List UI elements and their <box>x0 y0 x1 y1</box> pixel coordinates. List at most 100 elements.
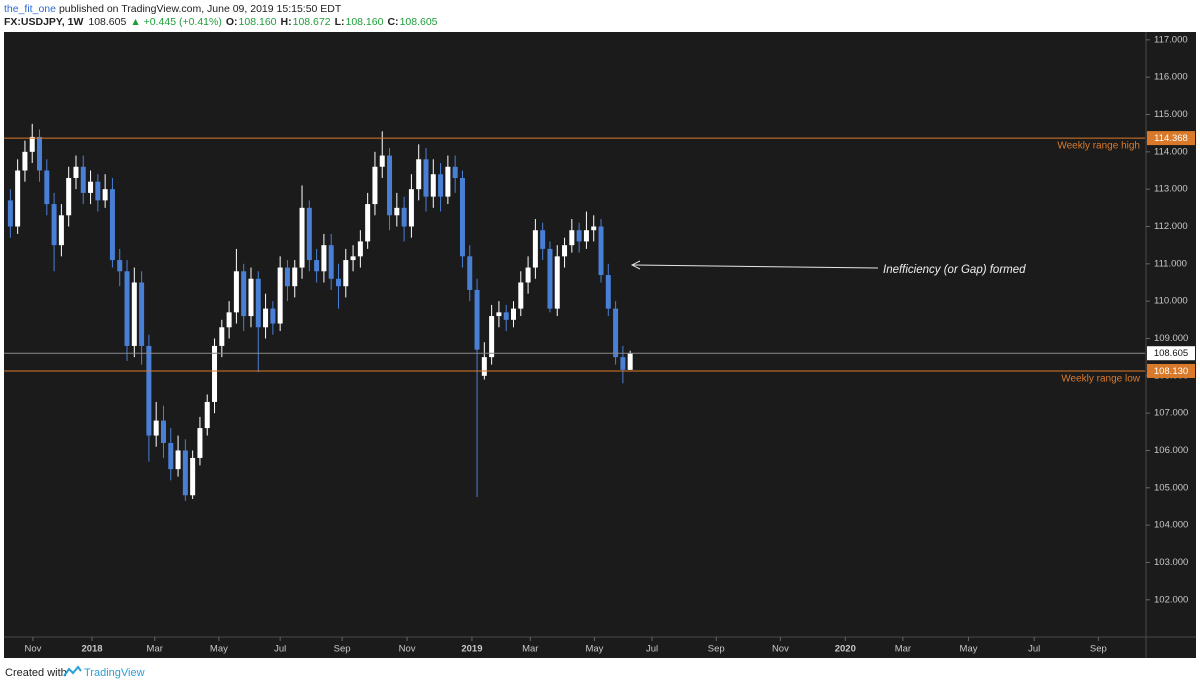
y-tick-label: 106.000 <box>1154 445 1188 456</box>
candle-body <box>350 256 356 261</box>
price-line-name: Weekly range low <box>1061 374 1141 385</box>
candle-body <box>343 260 349 287</box>
candle-body <box>124 271 130 346</box>
candle-body <box>175 450 181 470</box>
candle-body <box>357 241 363 257</box>
author[interactable]: the_fit_one <box>4 3 56 15</box>
y-tick-label: 110.000 <box>1154 296 1188 307</box>
x-tick-label: 2018 <box>81 644 102 655</box>
candle-body <box>44 170 50 205</box>
candle-body <box>233 271 239 313</box>
ohlc-label: L: <box>335 16 345 28</box>
candle-body <box>387 155 393 216</box>
candle-body <box>459 177 465 257</box>
candle-body <box>401 207 407 227</box>
published: published on TradingView.com, June 09, 2… <box>59 3 342 15</box>
candle-body <box>168 443 174 470</box>
candle-body <box>503 312 509 320</box>
candle-body <box>605 275 611 309</box>
candle-body <box>226 312 232 328</box>
candle-body <box>109 189 115 261</box>
candle-body <box>37 136 43 171</box>
footer-brand[interactable]: TradingView <box>84 667 145 679</box>
candle-body <box>474 289 480 350</box>
candle-body <box>80 166 86 193</box>
candle-body <box>306 207 312 261</box>
candle-body <box>328 245 334 279</box>
candle-body <box>372 166 378 205</box>
x-tick-label: Sep <box>708 644 725 655</box>
candle-body <box>51 204 57 246</box>
brand-logo <box>63 665 82 677</box>
candle-body <box>241 271 247 317</box>
candle-body <box>263 308 269 328</box>
y-tick-label: 115.000 <box>1154 109 1188 120</box>
candle-body <box>430 174 436 197</box>
x-tick-label: Mar <box>147 644 163 655</box>
candle-body <box>248 278 254 317</box>
y-tick-label: 112.000 <box>1154 221 1188 232</box>
candle-body <box>219 327 225 346</box>
candle-body <box>547 248 553 309</box>
x-tick-label: 2019 <box>461 644 482 655</box>
candle-body <box>613 308 619 358</box>
x-tick-label: 2020 <box>835 644 856 655</box>
candle-body <box>620 357 626 370</box>
candle-body <box>255 278 261 328</box>
ohlc-label: O: <box>226 16 238 28</box>
candle-body <box>576 230 582 242</box>
x-tick-label: Nov <box>399 644 416 655</box>
candle-body <box>160 420 166 444</box>
change: ▲ +0.445 (+0.41%) <box>130 16 222 28</box>
candle-body <box>569 230 575 246</box>
price-line-name: Weekly range high <box>1057 141 1140 152</box>
x-tick-label: Sep <box>334 644 351 655</box>
candle-body <box>292 267 298 287</box>
x-tick-label: Sep <box>1090 644 1107 655</box>
ohlc: O: 108.160 H: 108.672 L: 108.160 C: 108.605 <box>226 16 438 28</box>
annotation-arrowhead <box>630 260 641 270</box>
candle-body <box>190 457 196 496</box>
ohlc-value: 108.160 <box>239 16 277 28</box>
candle-body <box>562 245 568 257</box>
plot: 102.000 103.000 104.000 105.000 106.000 107.0… <box>4 34 1195 655</box>
candle-body <box>153 420 159 436</box>
candle-body <box>277 267 283 324</box>
chart-background <box>4 32 1196 658</box>
x-tick-label: Jul <box>646 644 658 655</box>
candle-body <box>532 230 538 268</box>
price-label-box <box>1147 363 1195 378</box>
x-tick-label: May <box>210 644 228 655</box>
candle-body <box>452 166 458 178</box>
candle-body <box>423 159 429 197</box>
y-tick-label: 102.000 <box>1154 594 1188 605</box>
candle-body <box>379 155 385 167</box>
footer-created: Created with <box>5 667 67 679</box>
candle-body <box>131 282 137 346</box>
candle-body <box>212 345 218 402</box>
candle-body <box>284 267 290 287</box>
candle-body <box>66 177 72 216</box>
annotation: Inefficiency (or Gap) formed <box>883 264 1026 276</box>
candle-body <box>117 260 123 272</box>
x-tick-label: Mar <box>895 644 911 655</box>
candle-body <box>29 136 35 152</box>
candle-body <box>540 230 546 249</box>
ohlc-label: H: <box>281 16 292 28</box>
candle-body <box>22 151 28 171</box>
candle-body <box>314 260 320 272</box>
x-tick-label: Mar <box>522 644 538 655</box>
candle-body <box>146 345 152 436</box>
price-label-box <box>1147 346 1195 361</box>
candle-body <box>481 357 487 376</box>
y-tick-label: 105.000 <box>1154 482 1188 493</box>
y-tick-label: 103.000 <box>1154 557 1188 568</box>
y-tick-label: 111.000 <box>1154 258 1187 269</box>
y-tick-label: 117.000 <box>1154 34 1188 45</box>
price-label: 108.605 <box>1154 348 1188 359</box>
x-tick-label: May <box>585 644 603 655</box>
candle-body <box>335 278 341 287</box>
y-tick-label: 113.000 <box>1154 184 1188 195</box>
candle-body <box>88 181 94 193</box>
